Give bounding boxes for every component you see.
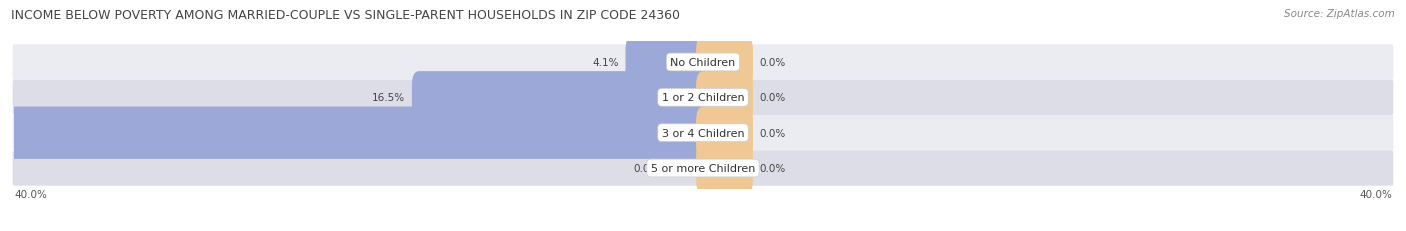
Text: Source: ZipAtlas.com: Source: ZipAtlas.com: [1284, 9, 1395, 19]
FancyBboxPatch shape: [626, 37, 710, 89]
Text: 40.0%: 40.0%: [1360, 189, 1392, 199]
Text: 0.0%: 0.0%: [634, 163, 659, 173]
FancyBboxPatch shape: [7, 107, 710, 159]
FancyBboxPatch shape: [412, 72, 710, 124]
Text: 0.0%: 0.0%: [759, 58, 786, 68]
FancyBboxPatch shape: [13, 80, 1393, 116]
Text: 0.0%: 0.0%: [759, 163, 786, 173]
Text: No Children: No Children: [671, 58, 735, 68]
Text: 4.1%: 4.1%: [592, 58, 619, 68]
FancyBboxPatch shape: [13, 151, 1393, 186]
Text: INCOME BELOW POVERTY AMONG MARRIED-COUPLE VS SINGLE-PARENT HOUSEHOLDS IN ZIP COD: INCOME BELOW POVERTY AMONG MARRIED-COUPL…: [11, 9, 681, 22]
Text: 5 or more Children: 5 or more Children: [651, 163, 755, 173]
Text: 0.0%: 0.0%: [759, 128, 786, 138]
FancyBboxPatch shape: [696, 107, 754, 159]
FancyBboxPatch shape: [696, 37, 754, 89]
Text: 40.0%: 40.0%: [14, 189, 46, 199]
Text: 16.5%: 16.5%: [373, 93, 405, 103]
FancyBboxPatch shape: [13, 116, 1393, 151]
Text: 1 or 2 Children: 1 or 2 Children: [662, 93, 744, 103]
FancyBboxPatch shape: [696, 72, 754, 124]
Text: 3 or 4 Children: 3 or 4 Children: [662, 128, 744, 138]
FancyBboxPatch shape: [696, 142, 754, 194]
Text: 0.0%: 0.0%: [759, 93, 786, 103]
FancyBboxPatch shape: [13, 45, 1393, 80]
